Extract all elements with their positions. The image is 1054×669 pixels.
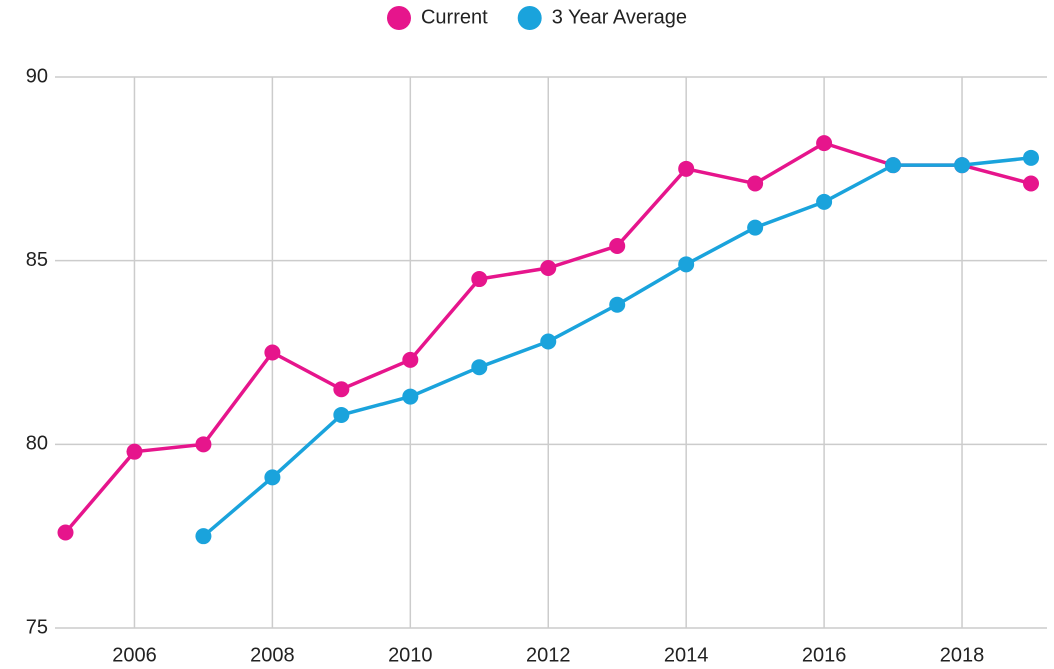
data-point: [402, 388, 419, 405]
y-tick-label: 80: [26, 433, 48, 455]
data-point: [678, 256, 695, 273]
data-point: [540, 333, 557, 350]
data-point: [333, 406, 350, 423]
x-tick-label: 2014: [664, 644, 709, 666]
data-point: [195, 436, 212, 453]
data-point: [402, 351, 419, 368]
legend-symbol: [386, 6, 411, 30]
data-point: [1023, 175, 1039, 192]
data-point: [885, 157, 902, 174]
legend-label: 3 Year Average: [552, 6, 687, 28]
x-tick-label: 2018: [940, 644, 985, 666]
data-point: [195, 528, 212, 545]
data-point: [678, 160, 695, 177]
data-point: [540, 260, 557, 277]
data-point: [816, 135, 833, 152]
data-point: [747, 219, 764, 236]
data-point: [609, 237, 626, 254]
x-tick-label: 2016: [802, 644, 847, 666]
x-tick-label: 2010: [388, 644, 433, 666]
data-point: [816, 193, 833, 210]
data-point: [264, 469, 281, 486]
y-tick-label: 90: [26, 65, 48, 87]
x-tick-label: 2006: [112, 644, 157, 666]
x-tick-label: 2008: [250, 644, 295, 666]
data-point: [126, 443, 143, 460]
data-point: [333, 381, 350, 398]
data-point: [471, 359, 488, 376]
data-point: [954, 157, 971, 174]
data-point: [264, 344, 281, 361]
data-point: [747, 175, 764, 192]
x-tick-label: 2012: [526, 644, 571, 666]
series-line: [202, 156, 1032, 538]
legend-label: Current: [421, 6, 488, 28]
data-point: [57, 524, 74, 541]
data-point: [471, 271, 488, 288]
y-tick-label: 85: [26, 249, 48, 271]
data-point: [609, 296, 626, 313]
data-point: [1023, 149, 1039, 166]
legend-symbol: [517, 6, 542, 30]
y-tick-label: 75: [26, 616, 48, 638]
